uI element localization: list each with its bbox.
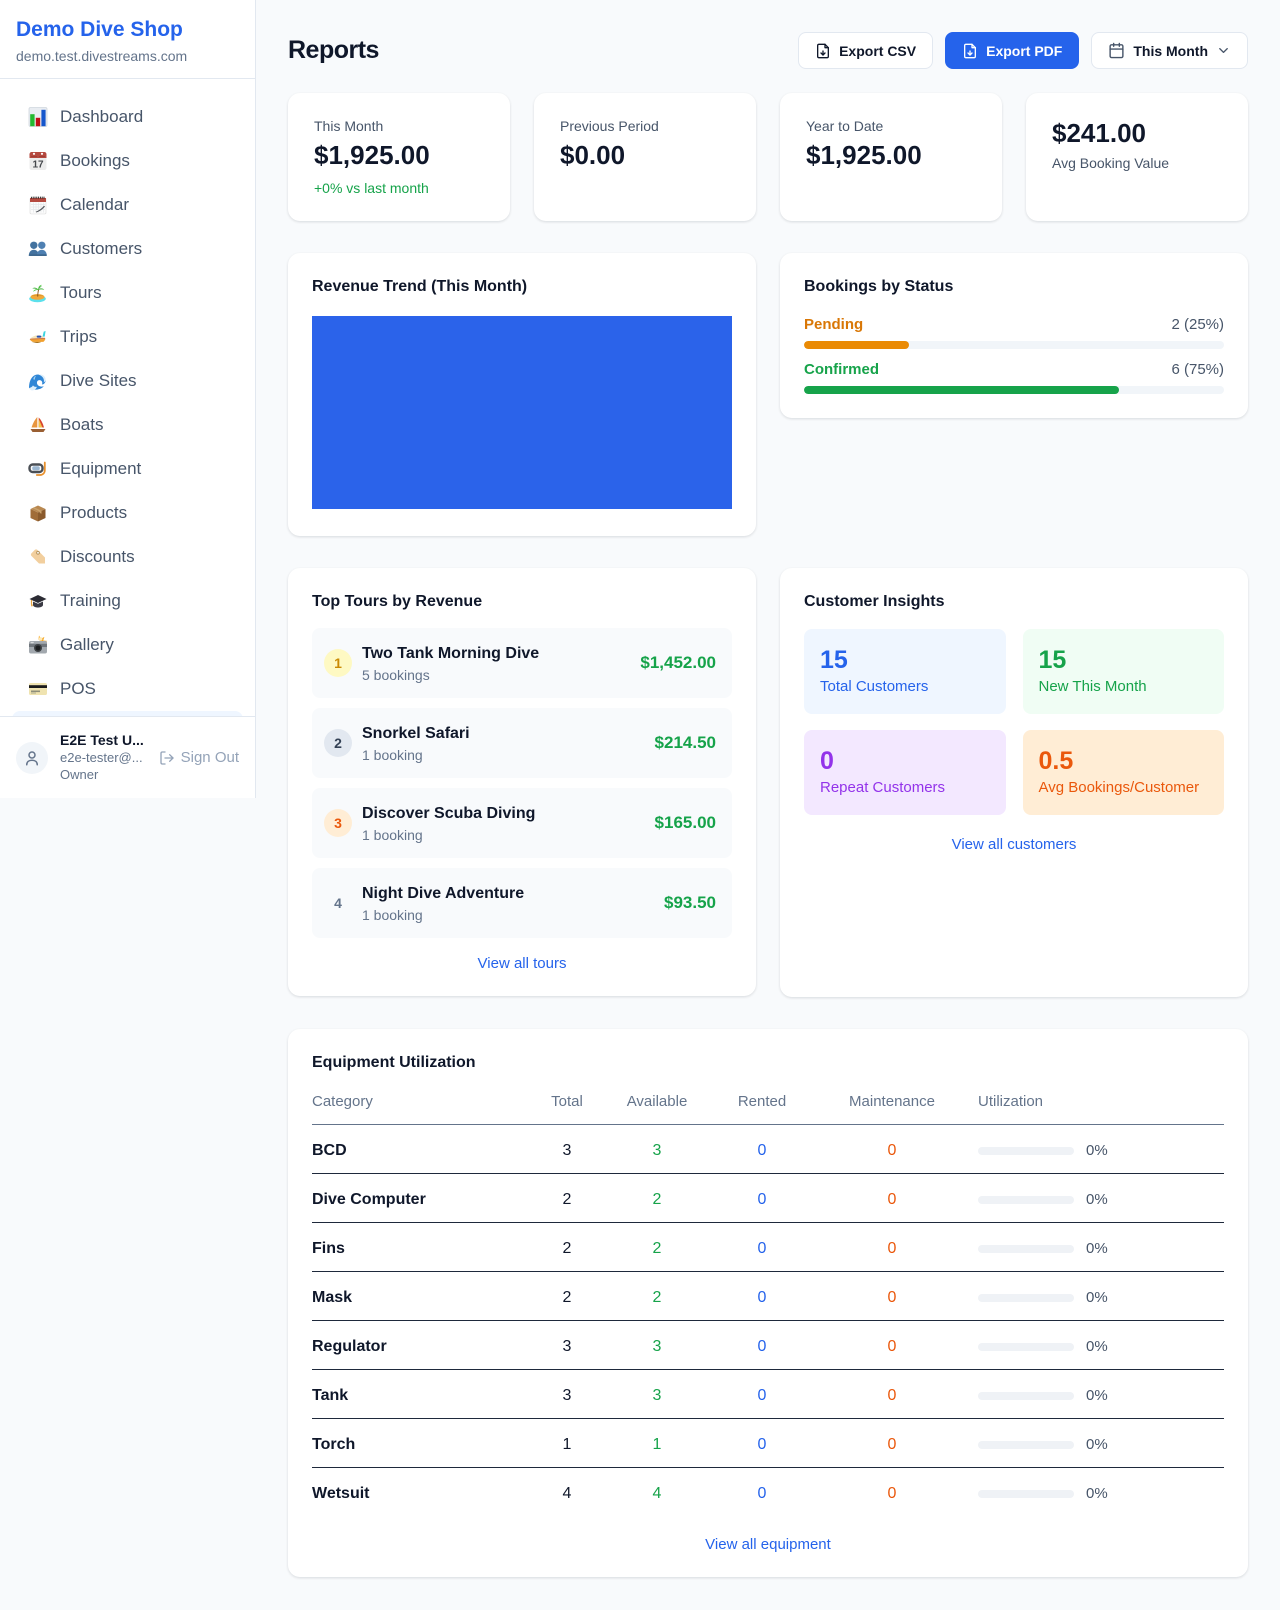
svg-text:17: 17 xyxy=(32,159,44,170)
